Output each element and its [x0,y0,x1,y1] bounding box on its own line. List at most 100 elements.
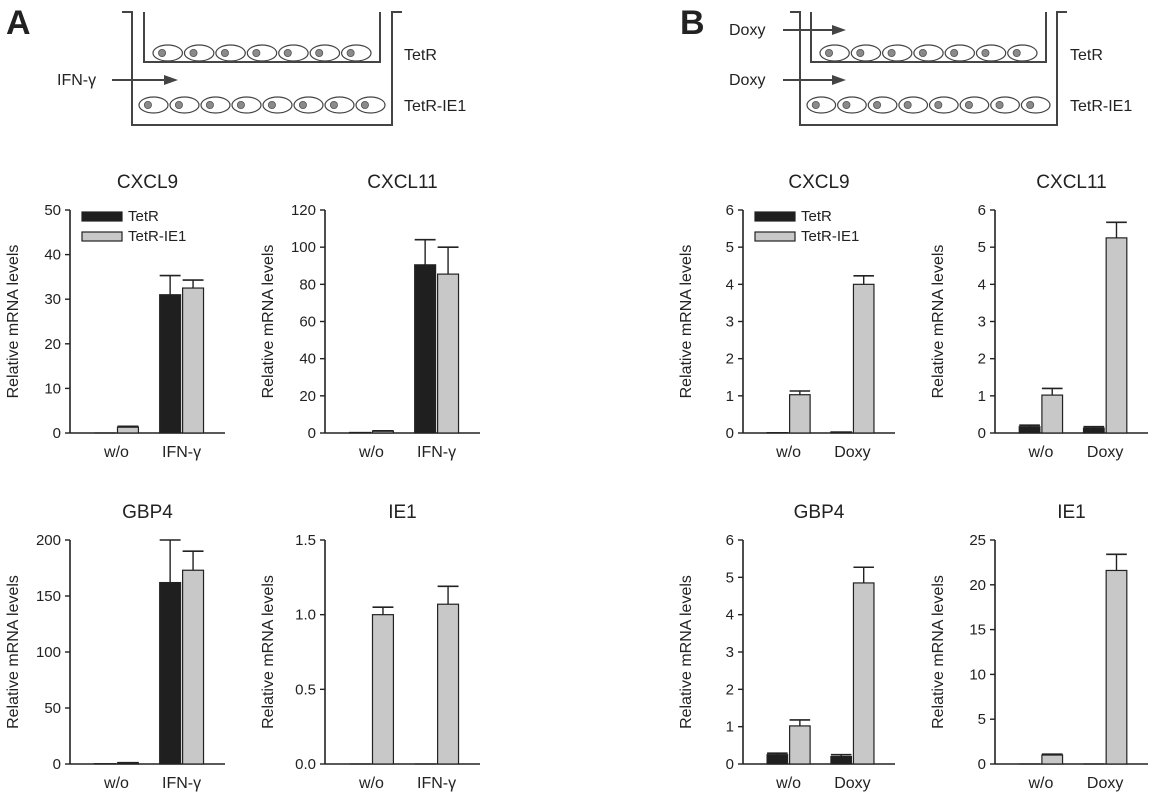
x-category-label: Doxy [834,775,870,792]
y-tick-label: 1 [978,388,986,405]
y-tick-label: 0 [308,425,316,442]
legend-swatch [81,231,123,242]
y-tick-label: 5 [978,239,986,256]
x-category-label: w/o [358,444,384,461]
legend-label: TetR [801,208,832,225]
chart-title: CXCL11 [1036,172,1106,193]
chart-title: GBP4 [794,502,845,523]
y-tick-label: 4 [978,276,986,293]
x-category-label: w/o [775,775,801,792]
bar-tetr [766,754,789,765]
top-cell [975,44,1007,62]
y-tick-label: 3 [978,314,986,331]
y-tick-label: 1.5 [295,532,316,549]
y-tick-label: 30 [44,291,61,308]
top-cell-nucleus [918,49,927,58]
well-outline [790,11,1067,126]
bar-tetr-ie1 [1105,237,1128,434]
bottom-cell-nucleus [360,101,369,110]
y-tick-label: 1 [726,388,734,405]
top-cell [152,44,184,62]
chart-title: CXCL11 [367,172,437,193]
top-cell-nucleus [1012,49,1021,58]
bar-tetr-ie1 [1041,394,1064,434]
bottom-cell [355,96,386,114]
y-tick-label: 0 [978,756,986,773]
bar-tetr [1018,426,1041,434]
bar-tetr-ie1 [852,582,875,765]
y-axis-label: Relative mRNA levels [260,575,277,729]
y-tick-label: 0 [978,425,986,442]
bottom-cell-nucleus [143,101,152,110]
top-cell-nucleus [189,49,198,58]
x-category-label: w/o [775,444,801,461]
y-tick-label: 120 [291,202,316,219]
top-cell [183,44,215,62]
panel-letter-a: A [6,4,31,42]
bar-tetr-ie1 [437,273,460,434]
diagram-a-bottom-label: TetR-IE1 [404,98,466,115]
well-outline [122,11,402,126]
bottom-cell-nucleus [267,101,276,110]
legend-label: TetR-IE1 [128,228,186,245]
x-category-label: IFN-γ [417,444,456,461]
chart-title: GBP4 [122,502,173,523]
y-tick-label: 20 [299,388,316,405]
x-category-label: IFN-γ [162,444,201,461]
bottom-cell-nucleus [873,101,882,110]
y-tick-label: 25 [969,532,986,549]
y-axis-label: Relative mRNA levels [5,575,22,729]
top-cell-nucleus [315,49,324,58]
insert-outline [143,12,381,63]
bottom-cell [867,96,898,114]
y-tick-label: 5 [726,569,734,586]
top-cell [850,44,882,62]
x-category-label: w/o [1027,775,1053,792]
bottom-cell-nucleus [842,101,851,110]
y-tick-label: 0 [53,756,61,773]
bottom-cell-nucleus [298,101,307,110]
diagram-b-top-label: TetR [1070,47,1103,64]
y-tick-label: 0 [53,425,61,442]
x-category-label: Doxy [1087,775,1123,792]
bottom-cell [959,96,990,114]
y-axis-label: Relative mRNA levels [678,245,695,399]
x-category-label: IFN-γ [162,775,201,792]
y-tick-label: 50 [44,202,61,219]
bottom-cell [990,96,1020,114]
y-tick-label: 150 [36,588,61,605]
top-cell-nucleus [283,49,292,58]
y-tick-label: 6 [726,202,734,219]
y-tick-label: 50 [44,700,61,717]
y-tick-label: 0 [726,425,734,442]
panel-letter-b: B [680,4,705,42]
diagram-b-arrow-label-top: Doxy [729,22,765,39]
bottom-cell [324,96,355,114]
bottom-cell [231,96,262,114]
top-cell [819,44,850,62]
top-cell [881,44,913,62]
bar-tetr-ie1 [1041,754,1064,765]
x-category-label: w/o [103,775,129,792]
y-tick-label: 100 [291,239,316,256]
top-cell-nucleus [346,49,355,58]
bottom-cell [138,96,169,114]
y-axis-label: Relative mRNA levels [5,245,22,399]
chart-a-cxcl9: CXCL9 Relative mRNA levels 0 10 20 30 40 50 w/o I… [5,172,225,461]
bar-tetr [159,294,182,434]
bottom-cell-nucleus [934,101,943,110]
chart-a-ie1: IE1 Relative mRNA levels 0.0 0.5 1.0 1.5 w/o IF… [260,502,480,792]
y-tick-label: 1.0 [295,607,316,624]
top-cell [913,44,944,62]
legend-swatch [754,211,796,222]
y-tick-label: 3 [726,314,734,331]
y-tick-label: 40 [44,247,61,264]
x-category-label: Doxy [834,444,870,461]
top-cell [944,44,976,62]
bottom-cell [898,96,929,114]
diagram-a-arrow-label: IFN-γ [57,72,96,89]
x-category-label: w/o [1027,444,1053,461]
y-tick-label: 0 [726,756,734,773]
bottom-cell-nucleus [964,101,973,110]
top-cell-nucleus [825,49,834,58]
